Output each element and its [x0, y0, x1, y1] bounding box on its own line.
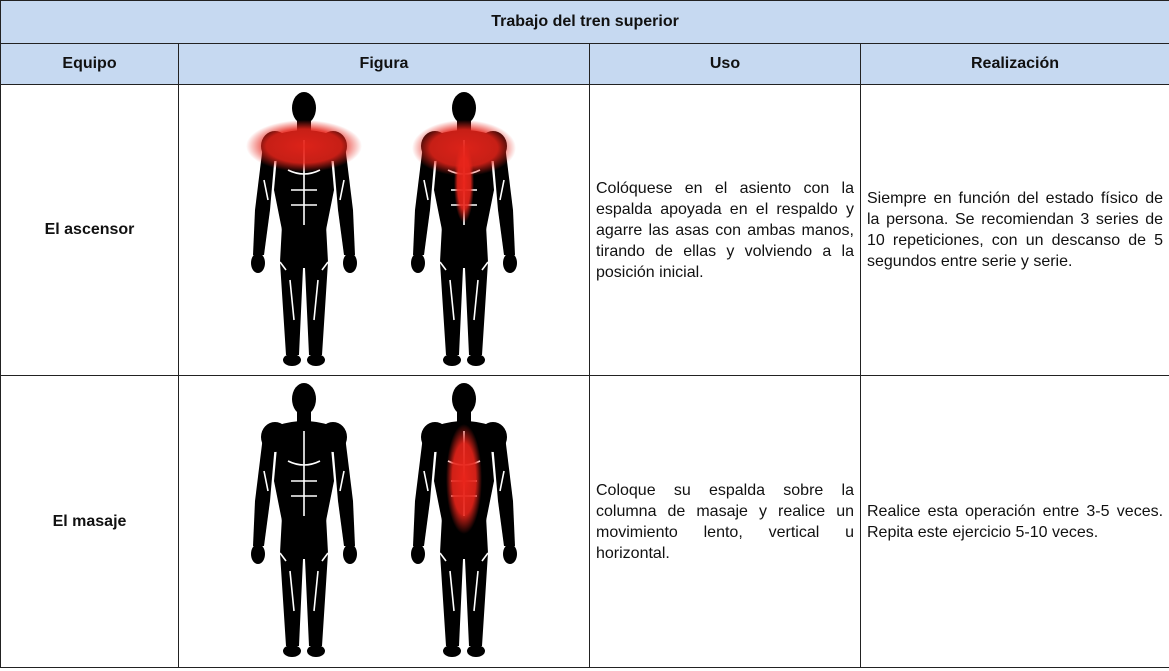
equipo-cell: El ascensor [0, 84, 179, 376]
header-cell: Uso [589, 43, 861, 85]
equipo-cell: El masaje [0, 375, 179, 668]
uso-cell: Colóquese en el asiento con la espalda a… [589, 84, 861, 376]
header-cell: Figura [178, 43, 590, 85]
table-row: El masaje Coloque su espalda sobre la co… [0, 375, 1169, 668]
muscle-figure [250, 382, 518, 658]
figure-cell [178, 84, 590, 376]
realizacion-cell: Siempre en función del estado físico de … [859, 84, 1169, 376]
header-cell: Realización [859, 43, 1169, 85]
realizacion-cell: Realice esta operación entre 3-5 veces. … [859, 375, 1169, 668]
figure-cell [178, 375, 590, 668]
header-row: Equipo Figura Uso Realización [0, 43, 1169, 85]
table-row: El ascensor Colóquese en el asiento con … [0, 84, 1169, 376]
table-title: Trabajo del tren superior [0, 0, 1169, 44]
muscle-figure [246, 90, 518, 367]
header-cell: Equipo [0, 43, 179, 85]
title-row: Trabajo del tren superior [0, 0, 1169, 44]
uso-cell: Coloque su espalda sobre la columna de m… [589, 375, 861, 668]
